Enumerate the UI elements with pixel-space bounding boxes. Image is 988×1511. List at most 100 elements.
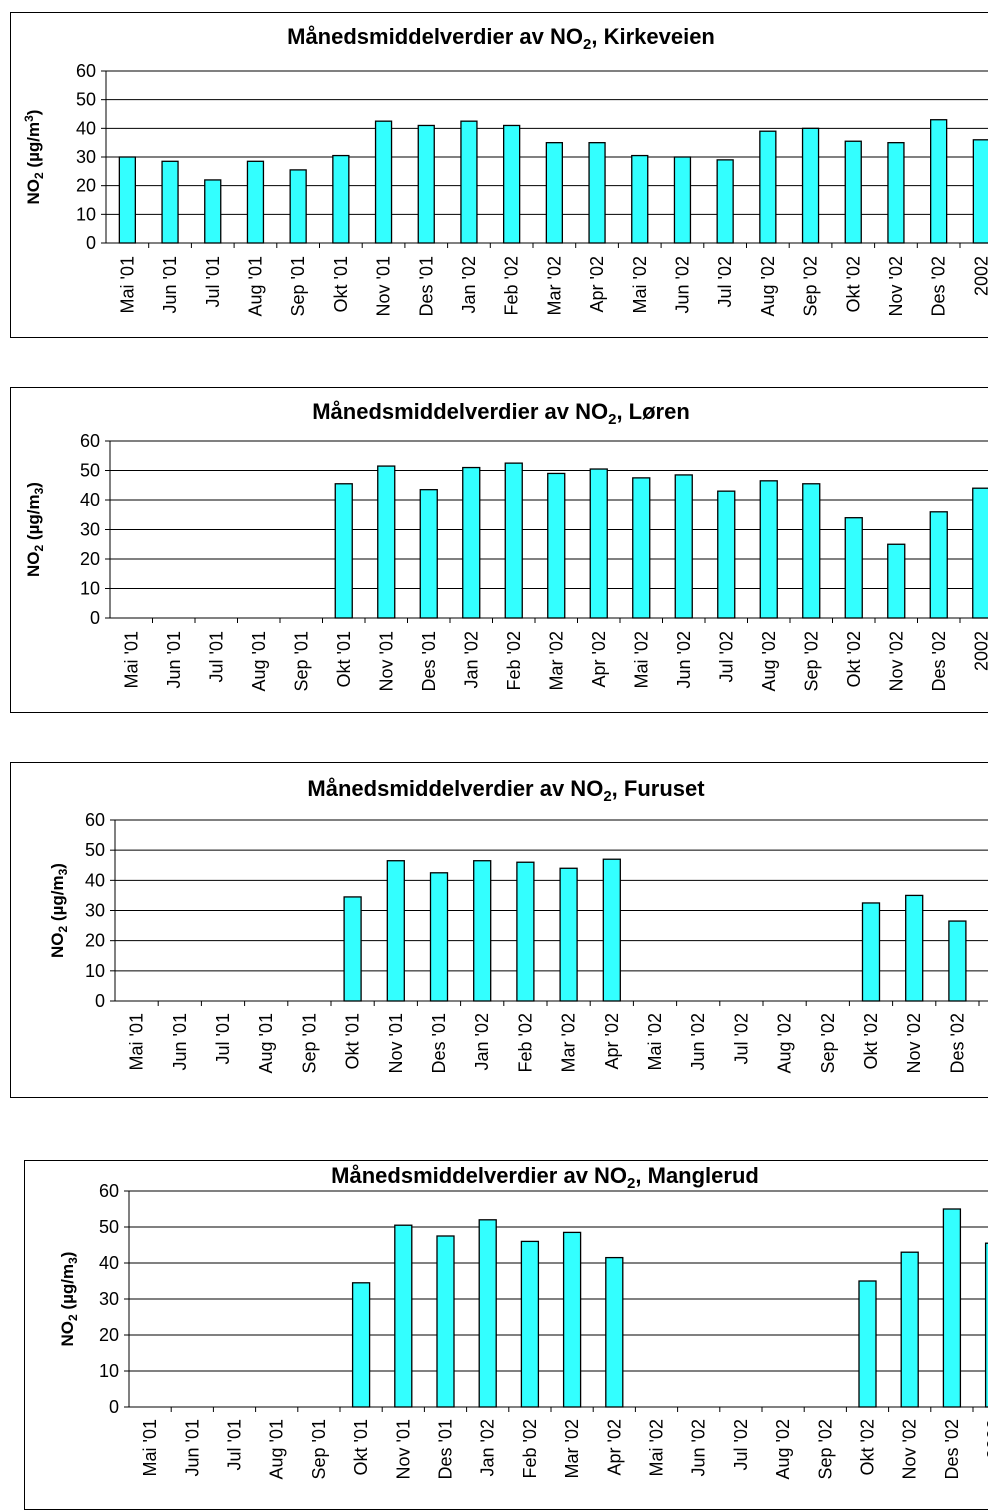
bar	[759, 480, 778, 619]
y-tick-label: 50	[99, 1217, 119, 1237]
x-tick-label: Jul '01	[225, 1419, 245, 1470]
x-tick-label: Okt '01	[351, 1419, 371, 1475]
x-tick-label: Okt '01	[331, 256, 351, 312]
bar	[246, 160, 265, 244]
x-tick-label: Sep '01	[291, 631, 311, 692]
y-tick-label: 10	[99, 1361, 119, 1381]
bar	[887, 142, 905, 244]
bar	[674, 474, 693, 619]
x-tick-label: Okt '02	[858, 1419, 878, 1475]
bar	[858, 1280, 877, 1408]
x-tick-label: Mar '02	[559, 1013, 579, 1072]
y-tick-label: 30	[99, 1289, 119, 1309]
bar	[802, 483, 821, 619]
x-tick-label: Okt '02	[861, 1013, 881, 1069]
x-tick-label: Des '01	[419, 631, 439, 691]
bar	[759, 130, 777, 244]
x-tick-label: Aug '02	[759, 631, 779, 692]
chart-furuset: Månedsmiddelverdier av NO2, Furuset NO2 (…	[48, 776, 988, 1074]
y-axis-label: NO2 (µg/m3)	[24, 482, 46, 577]
x-tick-label: Jul '02	[731, 1419, 751, 1470]
y-tick-label: 50	[76, 90, 96, 110]
y-tick-label: 20	[85, 931, 105, 951]
bar	[394, 1224, 413, 1408]
bar	[631, 154, 649, 244]
x-tick-label: Mar '02	[562, 1419, 582, 1478]
y-tick-label: 40	[80, 490, 100, 510]
y-tick-label: 60	[99, 1181, 119, 1201]
x-tick-label: Sep '01	[309, 1419, 329, 1480]
x-tick-label: Mai '02	[645, 1013, 665, 1070]
y-axis-label: NO2 (µg/m3)	[48, 863, 70, 958]
y-tick-label: 10	[76, 204, 96, 224]
y-axis-label: NO2 (µg/m3)	[22, 110, 46, 205]
y-tick-label: 20	[80, 549, 100, 569]
x-tick-label: Nov '01	[374, 256, 394, 316]
y-tick-label: 10	[85, 961, 105, 981]
y-tick-label: 50	[85, 840, 105, 860]
x-tick-label: Mai '01	[117, 256, 137, 313]
y-tick-label: 30	[76, 147, 96, 167]
x-tick-label: Sep '02	[818, 1013, 838, 1074]
x-tick-label: Jan '02	[459, 256, 479, 313]
x-tick-label: Aug '01	[245, 256, 265, 317]
y-tick-label: 0	[90, 608, 100, 628]
x-tick-label: Okt '02	[844, 631, 864, 687]
x-tick-label: Jun '02	[674, 631, 694, 688]
y-tick-label: 0	[86, 233, 96, 253]
x-tick-label: Feb '02	[502, 256, 522, 315]
bar	[351, 1282, 371, 1408]
bar	[972, 487, 988, 619]
x-tick-label: Nov '02	[904, 1013, 924, 1073]
x-tick-label: Jul '02	[715, 256, 735, 307]
x-tick-label: Aug '02	[773, 1419, 793, 1480]
bar	[948, 920, 967, 1002]
x-tick-label: Aug '02	[775, 1013, 795, 1074]
chart-panel-kirkeveien: Månedsmiddelverdier av NO2, Kirkeveien NO…	[10, 12, 988, 338]
bar	[520, 1240, 540, 1408]
chart-panel-loren: Månedsmiddelverdier av NO2, Løren NO2 (µg…	[10, 387, 988, 713]
bar	[377, 465, 396, 619]
bar	[562, 1231, 582, 1408]
x-tick-label: Jul '01	[213, 1013, 233, 1064]
x-tick-label: Des '01	[436, 1419, 456, 1479]
chart-kirkeveien: Månedsmiddelverdier av NO2, Kirkeveien NO…	[22, 24, 988, 317]
x-tick-label: Mar '02	[546, 631, 566, 690]
y-tick-label: 30	[80, 520, 100, 540]
x-tick-label: Sep '02	[801, 256, 821, 317]
x-tick-label: Mai '01	[121, 631, 141, 688]
x-tick-label: Aug '01	[256, 1013, 276, 1074]
x-tick-label: Mai '02	[647, 1419, 667, 1476]
x-tick-label: Jul '01	[203, 256, 223, 307]
bar	[844, 517, 863, 619]
bar	[844, 140, 862, 244]
bar	[673, 156, 692, 244]
y-tick-label: 40	[76, 118, 96, 138]
bar	[984, 1242, 988, 1408]
y-tick-label: 20	[99, 1325, 119, 1345]
x-tick-label: Mai '02	[631, 631, 651, 688]
x-tick-label: Des '02	[929, 256, 949, 316]
bar	[419, 489, 438, 619]
x-tick-label: Okt '02	[843, 256, 863, 312]
x-tick-label: Jun '01	[160, 256, 180, 313]
x-tick-label: 2002	[971, 631, 988, 671]
bar	[717, 490, 736, 619]
bar	[478, 1219, 497, 1408]
bar	[602, 858, 621, 1002]
x-tick-label: Jun '02	[689, 1419, 709, 1476]
x-tick-label: Jun '01	[182, 1419, 202, 1476]
x-tick-label: Jul '02	[731, 1013, 751, 1064]
x-tick-label: Mar '02	[544, 256, 564, 315]
bar	[559, 867, 578, 1002]
y-tick-label: 40	[99, 1253, 119, 1273]
x-tick-label: Apr '02	[587, 256, 607, 312]
chart-title: Månedsmiddelverdier av NO2, Furuset	[307, 776, 705, 805]
x-tick-label: Aug '01	[249, 631, 269, 692]
x-tick-label: Mai '01	[140, 1419, 160, 1476]
bar	[436, 1235, 455, 1408]
y-tick-label: 30	[85, 901, 105, 921]
bar	[460, 120, 478, 244]
chart-manglerud: Månedsmiddelverdier av NO2, Manglerud NO2…	[58, 1163, 988, 1480]
y-tick-label: 0	[109, 1397, 119, 1417]
